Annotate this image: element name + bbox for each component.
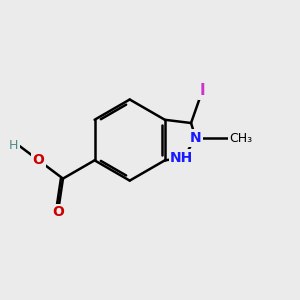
Text: NH: NH xyxy=(170,151,194,165)
Text: I: I xyxy=(200,83,205,98)
Text: O: O xyxy=(52,205,64,219)
Text: CH₃: CH₃ xyxy=(229,131,252,145)
Text: O: O xyxy=(33,153,45,167)
Text: H: H xyxy=(9,139,19,152)
Text: N: N xyxy=(190,131,202,145)
